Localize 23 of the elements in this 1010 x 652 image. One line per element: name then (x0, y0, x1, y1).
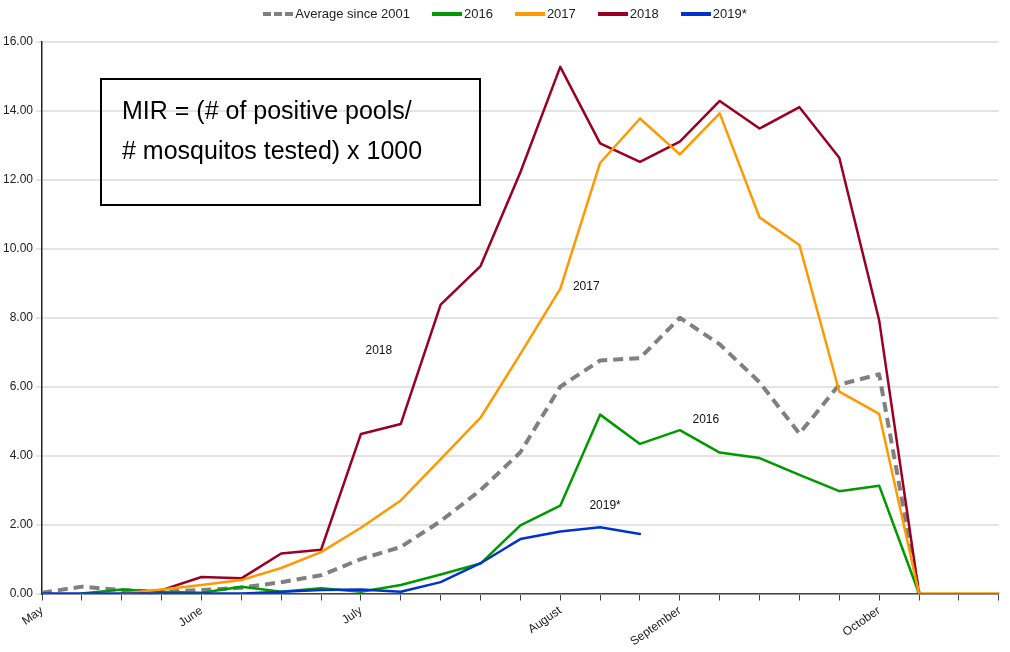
y-tick-label: 8.00 (9, 310, 34, 325)
y-tick-label: 2.00 (9, 516, 34, 531)
legend-label: 2016 (463, 6, 493, 21)
x-tick-label: July (339, 603, 365, 627)
legend-label: 2019* (712, 6, 747, 21)
text: 2016 (692, 412, 720, 427)
text: 2018 (365, 343, 393, 358)
y-tick-label: 4.00 (9, 447, 34, 462)
text: 2017 (572, 279, 600, 294)
y-tick-label: 10.00 (3, 241, 34, 256)
text-box: MIR = (# of positive pools/ # mosquitos tested) x 1000 (100, 78, 481, 206)
x-tick-label: May (19, 603, 46, 628)
y-tick-label: 0.00 (9, 585, 34, 600)
legend-label: 2018 (629, 6, 659, 21)
y-tick-label: 14.00 (3, 103, 34, 118)
legend-label: Average since 2001 (295, 6, 410, 21)
y-tick-label: 16.00 (3, 34, 34, 49)
x-tick-label: June (175, 602, 206, 630)
text: 2019* (589, 497, 621, 512)
legend-label: 2017 (546, 6, 576, 21)
line-series (40, 315, 922, 594)
y-tick-label: 12.00 (3, 172, 34, 187)
y-tick-label: 6.00 (9, 379, 34, 394)
